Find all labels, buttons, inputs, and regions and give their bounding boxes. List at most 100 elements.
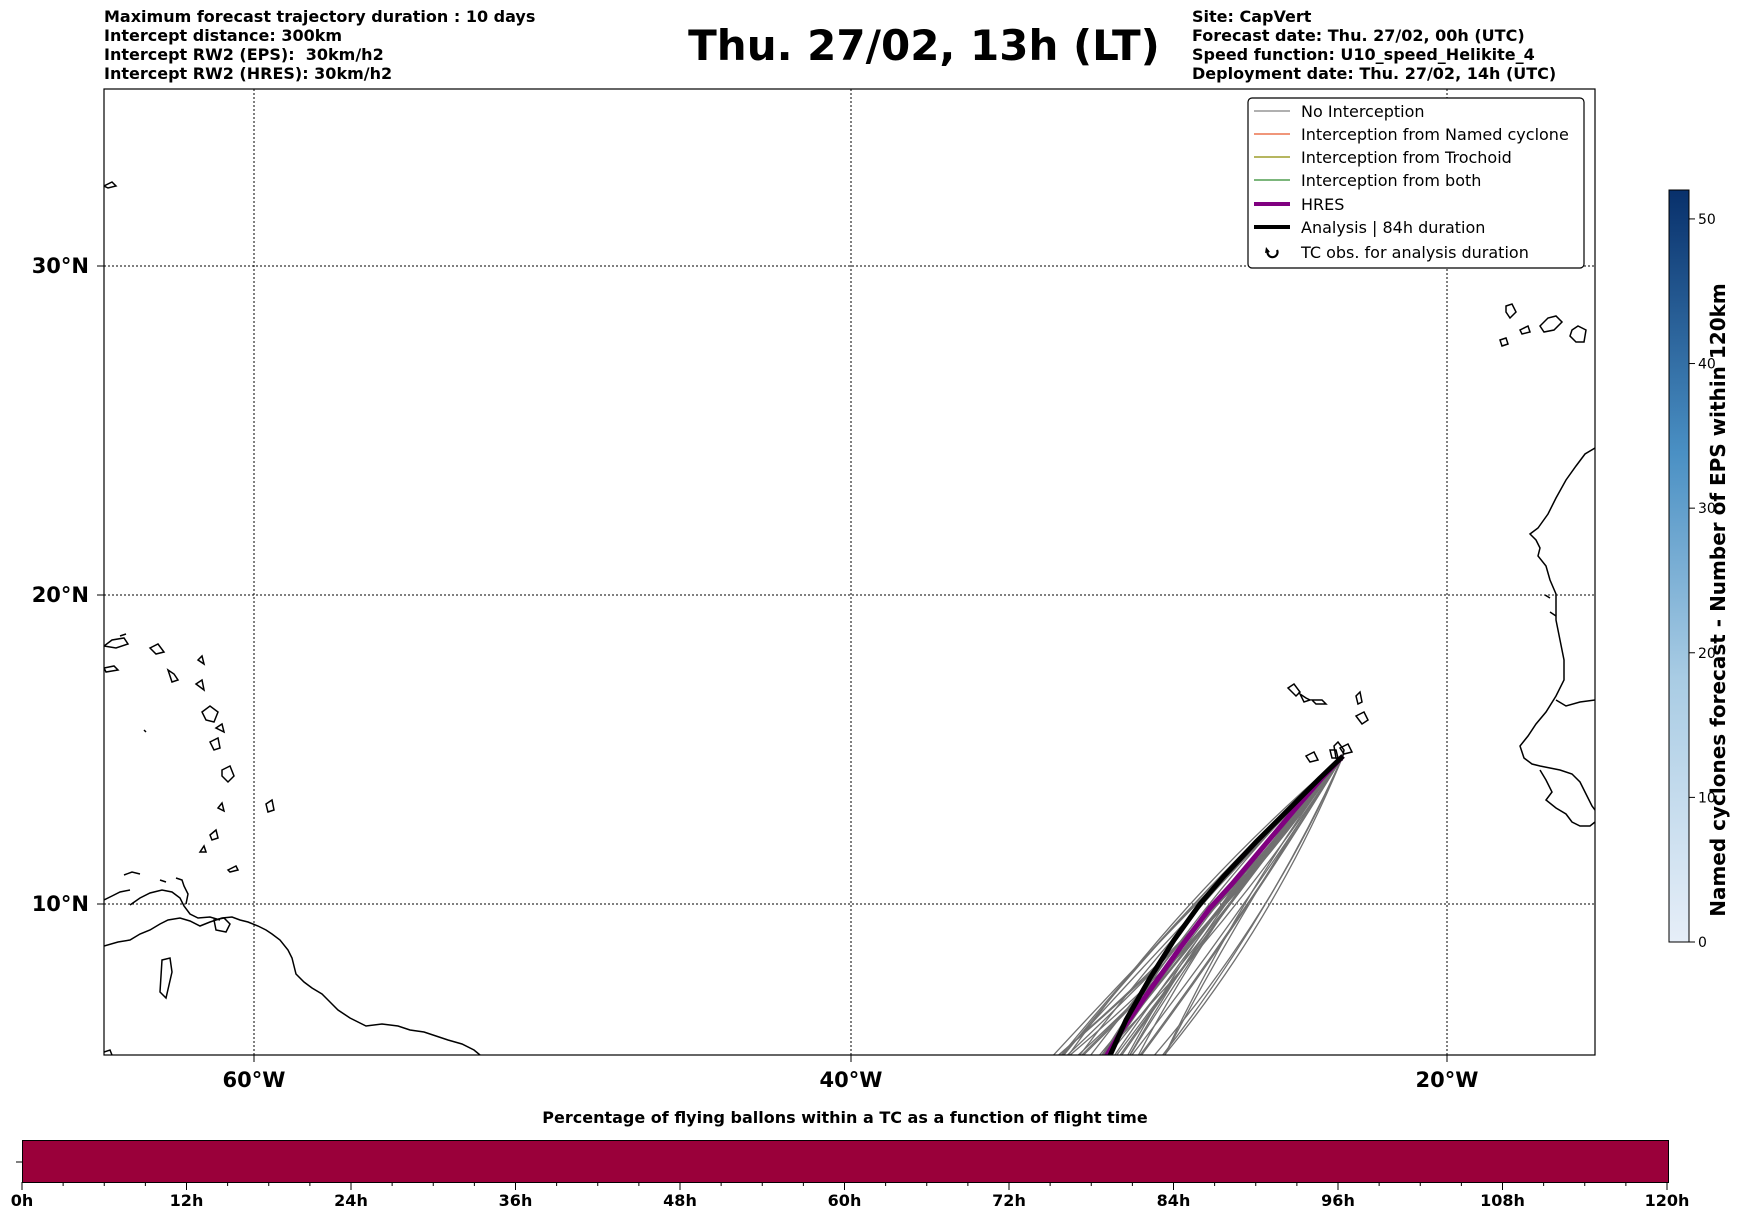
africa-coast-detail-3 [1549, 611, 1557, 617]
island-small-6 [208, 736, 221, 751]
capeverde-island-9 [1333, 740, 1345, 761]
lon-tick-label: 40°W [820, 1068, 883, 1092]
legend-label: Interception from Named cyclone [1301, 125, 1569, 144]
flight-time-tick-label: 84h [1157, 1191, 1191, 1210]
capeverde-island-1 [1286, 682, 1301, 698]
colorbar-tick-label: 40 [1698, 357, 1716, 373]
lat-tick-label: 10°N [32, 892, 89, 916]
colorbar-ticks: 0 10 20 30 40 50 [1689, 212, 1716, 951]
legend-label: HRES [1301, 195, 1344, 214]
hres-trajectory [1104, 754, 1345, 1055]
eps-trajectory [1067, 755, 1344, 1055]
trajectories [1052, 754, 1345, 1055]
eps-trajectory [1163, 755, 1344, 1055]
island-small-12 [148, 643, 166, 655]
island-small-11 [166, 668, 180, 683]
island-small-16 [104, 181, 118, 189]
canary-island-5 [1499, 337, 1509, 347]
capeverde-island-2 [1298, 691, 1312, 703]
island-small-17 [159, 957, 173, 1000]
map-axis-labels: 60°W 40°W 20°W 30°N 20°N 10°N [32, 254, 1479, 1092]
canary-island-1 [1505, 303, 1517, 320]
island-small-13 [104, 665, 120, 673]
colorbar-label-text: Named cyclones forecast - Number of EPS … [1706, 283, 1730, 917]
tobago-island [226, 864, 240, 873]
flight-time-tick-label: 108h [1480, 1191, 1525, 1210]
legend-label: Analysis | 84h duration [1301, 218, 1485, 237]
africa-coast-detail-2 [1539, 769, 1595, 827]
island-arc-2 [123, 871, 141, 876]
legend-label: TC obs. for analysis duration [1300, 243, 1529, 262]
colorbar-tick-label: 50 [1698, 212, 1716, 228]
legend-label: No Interception [1301, 102, 1425, 121]
island-small-7 [201, 705, 219, 723]
lon-tick-label: 60°W [223, 1068, 286, 1092]
eps-trajectory [1077, 755, 1344, 1055]
page-title: Thu. 27/02, 13h (LT) [688, 21, 1160, 70]
island-arc-1 [104, 889, 131, 901]
island-small-10 [196, 654, 206, 666]
cyclone-icon [1265, 247, 1279, 259]
lat-tick-label: 30°N [32, 254, 89, 278]
island-small-5 [221, 764, 235, 784]
eps-trajectory [1080, 755, 1344, 1055]
info-line: Maximum forecast trajectory duration : 1… [104, 7, 536, 26]
map-frame [103, 88, 1596, 1056]
flight-time-axis: 0h 12h 24h 36h 48h 60h 72h 84h 96h 108h 120h [11, 1161, 1690, 1210]
flight-time-tick-label: 48h [663, 1191, 697, 1210]
canary-island-2 [1518, 324, 1531, 335]
analysis-trajectory [1107, 754, 1345, 1055]
flight-time-bar [22, 1140, 1669, 1183]
info-line: Site: CapVert [1192, 7, 1312, 26]
island-arc-3 [159, 879, 167, 883]
puerto-rico-island [104, 637, 130, 649]
colorbar-tick-label: 0 [1698, 935, 1707, 951]
island-small-9 [194, 678, 206, 692]
africa-west-coast [1519, 447, 1595, 811]
eps-trajectory [1101, 755, 1344, 1055]
canary-island-3 [1539, 315, 1564, 333]
island-small-18 [104, 1049, 113, 1055]
colorbar-tick-label: 20 [1698, 646, 1716, 662]
colorbar-tick-label: 10 [1698, 790, 1716, 806]
info-line: Intercept RW2 (HRES): 30km/h2 [104, 64, 393, 83]
flight-time-tick-label: 60h [828, 1191, 862, 1210]
africa-coast-detail-1 [1555, 699, 1595, 707]
flight-time-tick-label: 12h [170, 1191, 204, 1210]
guyana-coast [175, 877, 189, 905]
canary-island-4 [1569, 325, 1587, 343]
venezuela-coast-detail [129, 889, 221, 921]
legend-label: Interception from Trochoid [1301, 148, 1512, 167]
island-small-4 [265, 798, 275, 813]
colorbar: 0 10 20 30 40 50 [1668, 189, 1716, 951]
island-small-3 [216, 801, 226, 813]
info-line: Intercept RW2 (EPS): 30km/h2 [104, 45, 384, 64]
capeverde-island-5 [1354, 710, 1369, 726]
lon-tick-label: 20°W [1416, 1068, 1479, 1092]
island-small-8 [214, 722, 226, 734]
island-small-14 [119, 633, 127, 637]
flight-time-tick-label: 72h [992, 1191, 1026, 1210]
capeverde-island-4 [1355, 690, 1363, 706]
island-small-2 [209, 828, 219, 841]
info-line: Speed function: U10_speed_Helikite_4 [1192, 45, 1535, 64]
info-line: Deployment date: Thu. 27/02, 14h (UTC) [1192, 64, 1557, 83]
gridlines [104, 89, 1595, 1055]
legend-box [1247, 97, 1585, 269]
eps-trajectory [1139, 755, 1344, 1055]
flight-time-tick-label: 120h [1645, 1191, 1690, 1210]
flight-time-tick-label: 36h [499, 1191, 533, 1210]
capeverde-island-7 [1304, 750, 1320, 763]
island-small-15 [143, 729, 147, 733]
africa-coast-detail-4 [1544, 594, 1551, 599]
legend: No Interception Interception from Named … [1247, 97, 1585, 269]
colorbar-tick-label: 30 [1698, 501, 1716, 517]
run-settings-text: Maximum forecast trajectory duration : 1… [104, 7, 535, 83]
info-line: Forecast date: Thu. 27/02, 00h (UTC) [1192, 26, 1525, 45]
flight-time-title: Percentage of flying ballons within a TC… [542, 1108, 1148, 1127]
legend-label: Interception from both [1301, 171, 1481, 190]
capeverde-island-3 [1310, 699, 1328, 705]
site-settings-text: Site: CapVert Forecast date: Thu. 27/02,… [1192, 7, 1556, 83]
eps-trajectory [1161, 755, 1344, 1055]
coastlines [104, 181, 1595, 1055]
